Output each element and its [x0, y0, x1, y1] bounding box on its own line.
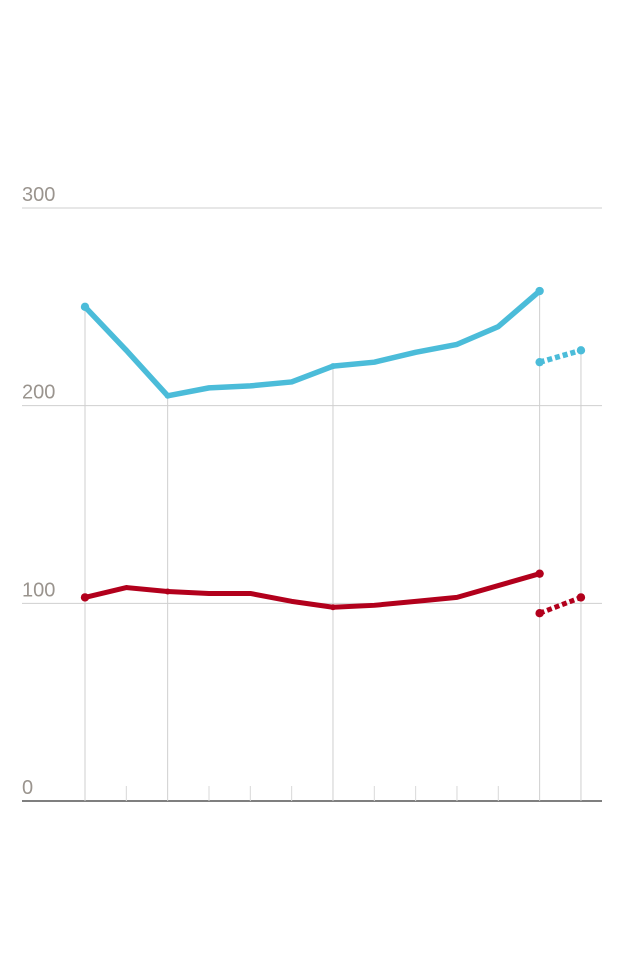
red-projection-line — [538, 595, 582, 616]
red-series-line — [84, 571, 541, 610]
blue-projection-point — [576, 346, 586, 355]
red-projection-point — [576, 593, 586, 602]
blue-projection-line — [538, 347, 582, 365]
red-series-point — [80, 593, 90, 602]
y-tick-label: 200 — [22, 382, 55, 404]
blue-series-point — [164, 392, 171, 399]
red-projection-point — [535, 609, 544, 618]
blue-series-point — [535, 286, 544, 296]
blue-projection-point — [535, 357, 544, 367]
blue-series-line — [83, 288, 542, 399]
blue-series-point — [329, 363, 336, 370]
red-series-point — [535, 569, 544, 578]
blue-series-point — [80, 302, 90, 312]
y-tick-label: 300 — [22, 184, 55, 206]
red-series-point — [329, 604, 336, 611]
y-tick-label: 0 — [22, 777, 33, 799]
red-series-point — [164, 588, 171, 595]
y-tick-label: 100 — [22, 579, 55, 601]
